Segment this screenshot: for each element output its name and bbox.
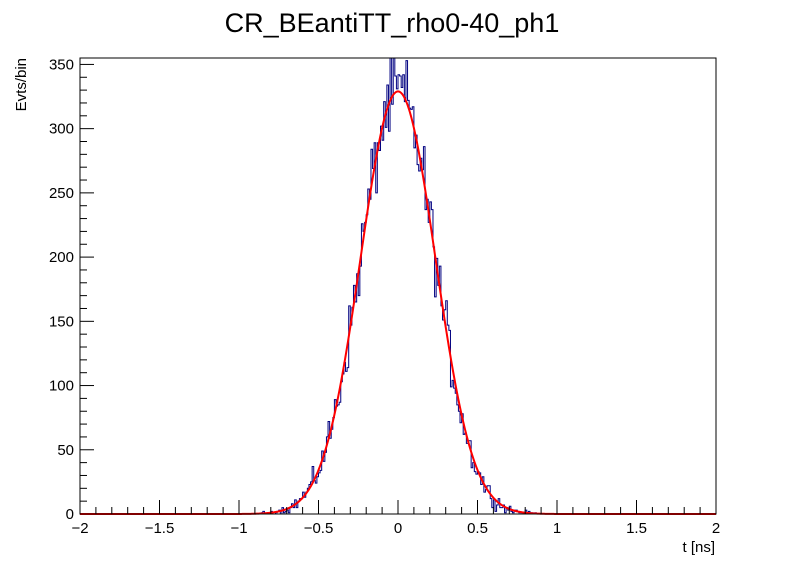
y-tick-label: 300 [49, 121, 74, 138]
x-tick-label: 0.5 [467, 520, 488, 537]
y-tick-label: 200 [49, 249, 74, 266]
y-tick-label: 250 [49, 185, 74, 202]
x-axis-ticks: −2 −1.5 −1 −0.5 0 0.5 1 1.5 2 [71, 500, 720, 537]
x-tick-label: −1.5 [145, 520, 175, 537]
y-tick-label: 100 [49, 378, 74, 395]
y-axis-ticks: 0 50 100 150 200 250 300 350 [49, 56, 94, 523]
y-axis-label: Evts/bin [13, 58, 30, 111]
chart-title: CR_BEantiTT_rho0-40_ph1 [225, 8, 560, 38]
x-tick-label: 0 [394, 520, 402, 537]
x-tick-label: 2 [712, 520, 720, 537]
y-tick-label: 350 [49, 56, 74, 73]
x-tick-label: 1 [553, 520, 561, 537]
x-tick-label: −2 [71, 520, 88, 537]
y-tick-label: 150 [49, 313, 74, 330]
x-axis-label: t [ns] [682, 539, 715, 556]
y-tick-label: 0 [66, 506, 74, 523]
x-tick-label: −1 [230, 520, 247, 537]
y-tick-label: 50 [57, 442, 74, 459]
x-tick-label: −0.5 [304, 520, 334, 537]
x-tick-label: 1.5 [626, 520, 647, 537]
